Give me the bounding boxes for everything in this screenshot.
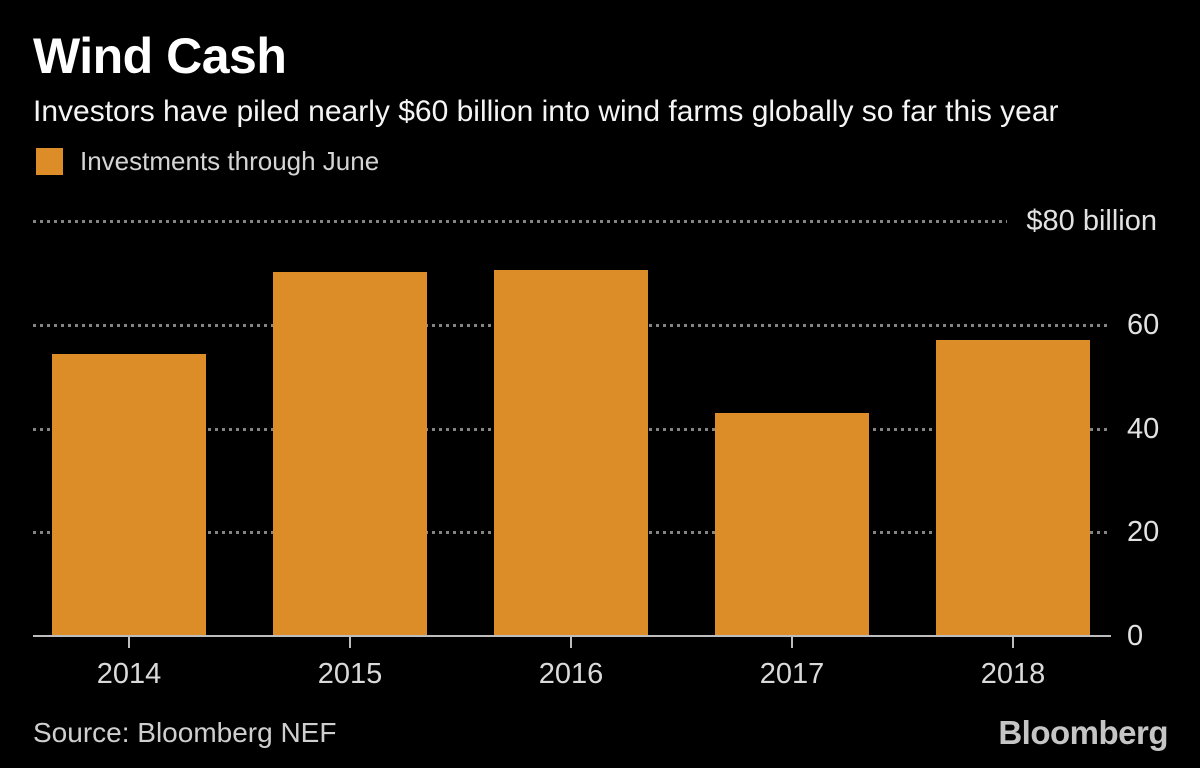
chart-title: Wind Cash — [33, 28, 287, 84]
bar-2016 — [494, 270, 648, 636]
gridline-80 — [33, 220, 1007, 223]
x-axis-label-2016: 2016 — [538, 658, 604, 690]
bar-2017 — [715, 413, 869, 636]
y-axis-label-0: 0 — [1127, 620, 1144, 652]
legend-label: Investments through June — [80, 145, 380, 176]
legend-swatch-icon — [36, 147, 63, 175]
y-axis-label-40: 40 — [1127, 412, 1160, 445]
x-axis-tick-2015 — [349, 637, 351, 648]
x-axis-line — [33, 635, 1111, 637]
y-axis-label-80: $80 billion — [1026, 205, 1157, 237]
y-axis-label-20: 20 — [1127, 516, 1160, 549]
x-axis-tick-2018 — [1012, 637, 1014, 648]
x-axis-tick-2014 — [128, 637, 130, 648]
x-axis-tick-2017 — [791, 637, 793, 648]
x-axis-label-2017: 2017 — [759, 658, 825, 690]
x-axis-tick-2016 — [570, 637, 572, 648]
source-note: Source: Bloomberg NEF — [33, 717, 337, 748]
legend: Investments through June — [36, 145, 380, 176]
bloomberg-logo: Bloomberg — [998, 714, 1168, 751]
x-axis-label-2014: 2014 — [96, 658, 162, 690]
chart-subtitle: Investors have piled nearly $60 billion … — [33, 95, 1059, 128]
bar-2015 — [273, 272, 427, 636]
x-axis-label-2018: 2018 — [980, 658, 1046, 690]
x-axis-label-2015: 2015 — [317, 658, 383, 690]
y-axis-label-60: 60 — [1127, 308, 1160, 341]
bar-2018 — [936, 340, 1090, 636]
bar-2014 — [52, 354, 206, 636]
